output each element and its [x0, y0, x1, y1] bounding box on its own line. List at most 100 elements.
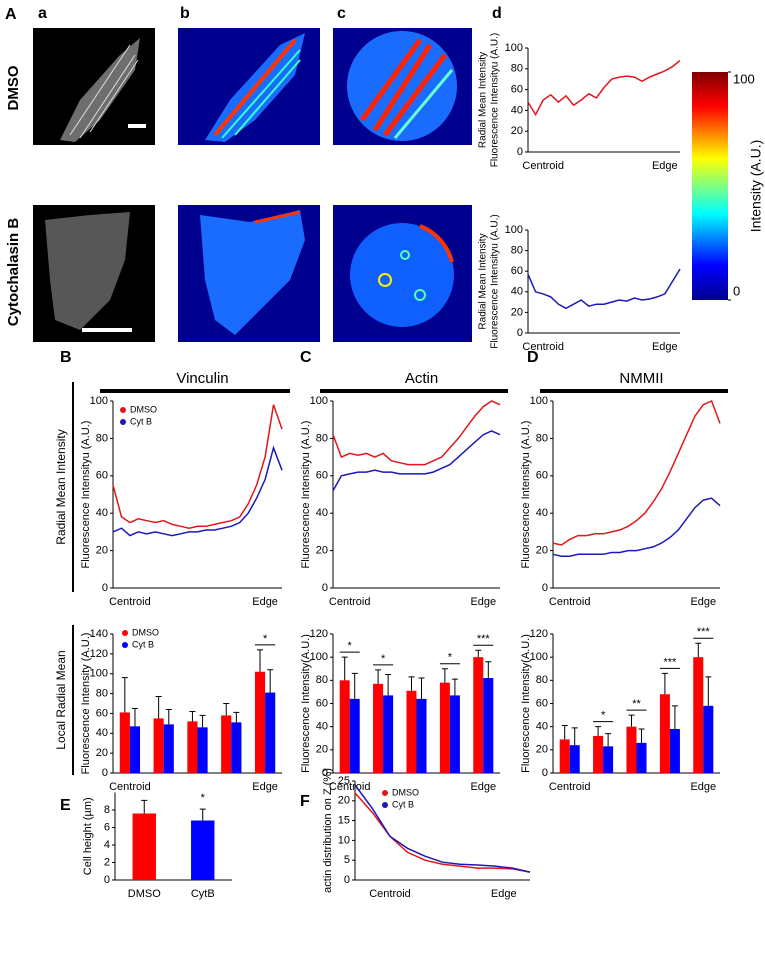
y-tick-label: 100 — [505, 42, 523, 54]
y-tick-label: 80 — [511, 245, 523, 257]
y-tick-label: 40 — [536, 721, 548, 733]
bar — [636, 742, 647, 773]
legend-marker — [120, 407, 126, 413]
error-bar — [351, 672, 358, 699]
error-bar — [385, 674, 392, 696]
y-tick-label: 15 — [338, 815, 350, 827]
y-tick-label: 0 — [542, 582, 548, 594]
y-tick-label: 60 — [511, 265, 523, 277]
y-tick-label: 100 — [310, 651, 328, 663]
significance: ** — [632, 698, 641, 710]
data-line — [527, 59, 681, 117]
panel-label: D — [527, 349, 539, 366]
bar — [265, 692, 276, 773]
error-bar — [189, 710, 196, 722]
error-bar — [485, 661, 492, 679]
data-line — [552, 497, 721, 557]
y-tick-label: 0 — [517, 327, 523, 339]
y-axis-label: Fluorescence Intensityu (A.U.) — [520, 421, 532, 569]
error-bar — [638, 728, 645, 743]
y-tick-label: 120 — [310, 628, 328, 640]
bar — [449, 695, 460, 773]
x-tick-label: Edge — [470, 781, 496, 793]
error-bar — [375, 669, 382, 684]
bar — [439, 682, 450, 773]
y-tick-label: 0 — [517, 146, 523, 158]
bar — [187, 721, 198, 773]
legend-marker — [382, 790, 388, 796]
significance: * — [348, 640, 353, 652]
y-tick-label: 20 — [96, 545, 108, 557]
error-bar — [223, 703, 230, 716]
significance: * — [201, 792, 206, 804]
data-line — [552, 399, 721, 546]
error-bar — [341, 656, 348, 681]
y-tick-label: 40 — [511, 286, 523, 298]
data-line — [527, 268, 681, 310]
x-tick-label: Centroid — [522, 341, 564, 353]
error-bar — [671, 705, 678, 729]
significance: * — [448, 652, 453, 664]
bar — [153, 718, 164, 773]
data-line — [332, 430, 501, 492]
colorbar-label: Intensity (A.U.) — [748, 140, 764, 233]
y-axis-label: Cell height (µm) — [82, 797, 94, 875]
y-tick-label: 25 — [338, 775, 350, 787]
y-tick-label: 60 — [511, 84, 523, 96]
x-tick-label: Centroid — [522, 160, 564, 172]
panel-label: B — [60, 349, 72, 366]
error-bar — [418, 677, 425, 699]
legend-marker — [382, 802, 388, 808]
x-tick-label: Centroid — [369, 888, 411, 900]
bar — [132, 813, 156, 880]
bar — [703, 705, 714, 773]
significance: * — [381, 653, 386, 665]
micrographs — [33, 28, 472, 342]
bar — [349, 698, 360, 773]
error-bar — [605, 733, 612, 747]
panel-label: F — [300, 793, 310, 810]
y-tick-label: 60 — [536, 697, 548, 709]
bar — [593, 735, 604, 773]
side-label: Radial Mean Intensity — [54, 429, 68, 544]
error-bar — [155, 696, 162, 719]
bar — [373, 683, 384, 773]
y-tick-label: 20 — [316, 744, 328, 756]
y-tick-label: 60 — [536, 470, 548, 482]
y-tick-label: 20 — [511, 306, 523, 318]
y-tick-label: 60 — [96, 470, 108, 482]
row-label: DMSO — [5, 65, 22, 110]
y-tick-label: 0 — [102, 767, 108, 779]
error-bar — [121, 677, 128, 713]
x-tick-label: Edge — [252, 781, 278, 793]
y-axis-label: Fluorescence Intensityu (A.U.) — [300, 421, 312, 569]
error-bar — [595, 726, 602, 736]
error-bar — [141, 799, 148, 814]
x-tick-label: DMSO — [128, 888, 161, 900]
bar — [221, 715, 232, 773]
y-tick-label: 8 — [104, 804, 110, 816]
x-tick-label: Centroid — [109, 781, 151, 793]
y-tick-label: 100 — [530, 651, 548, 663]
y-tick-label: 100 — [505, 224, 523, 236]
y-axis-label: Fluorescence Intensity(A.U.) — [300, 634, 312, 773]
error-bar — [451, 678, 458, 696]
y-tick-label: 60 — [316, 470, 328, 482]
x-tick-label: Edge — [690, 781, 716, 793]
y-tick-label: 140 — [90, 628, 108, 640]
y-tick-label: 20 — [96, 747, 108, 759]
y-tick-label: 100 — [90, 668, 108, 680]
bar — [197, 727, 208, 773]
error-bar — [199, 714, 206, 728]
y-tick-label: 40 — [96, 507, 108, 519]
y-tick-label: 0 — [102, 582, 108, 594]
y-tick-label: 80 — [96, 687, 108, 699]
bar — [383, 695, 394, 773]
data-line — [112, 445, 283, 537]
y-tick-label: 80 — [536, 674, 548, 686]
significance: *** — [697, 626, 711, 638]
error-bar — [257, 649, 264, 672]
y-tick-label: 0 — [104, 874, 110, 886]
y-tick-label: 80 — [316, 432, 328, 444]
data-line — [354, 792, 531, 873]
